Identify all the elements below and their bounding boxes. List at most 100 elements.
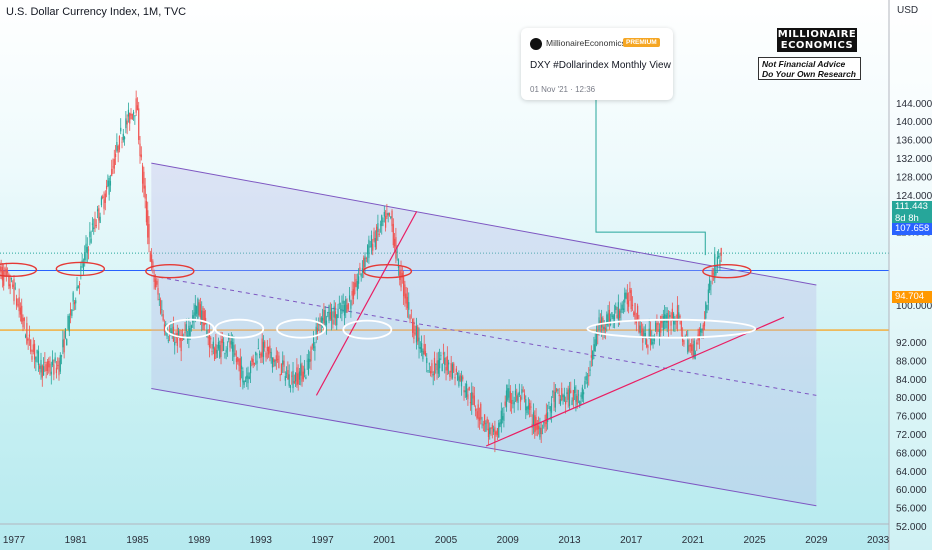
candle-body (491, 424, 493, 429)
candle-body (381, 215, 383, 227)
candle-body (30, 339, 32, 352)
candle-body (150, 254, 153, 263)
candle-body (530, 406, 532, 408)
candle-body (116, 142, 118, 151)
idea-connector-line (595, 100, 706, 256)
candle-body (303, 368, 306, 374)
candle-body (107, 180, 109, 187)
candle-body (63, 338, 65, 353)
candle-body (490, 427, 492, 429)
y-tick-label: 128.000 (896, 172, 932, 183)
candle-body (544, 421, 546, 427)
candle-body (498, 422, 500, 438)
candle-body (39, 365, 41, 369)
candle-body (123, 136, 126, 140)
candle-body (86, 246, 88, 253)
candle-body (687, 340, 689, 353)
candle-body (291, 375, 293, 377)
candle-body (707, 289, 709, 304)
candle-body (46, 361, 49, 372)
candle-body (403, 276, 405, 297)
candle-body (525, 399, 527, 411)
x-tick-label: 1997 (311, 535, 334, 546)
candle-body (644, 333, 646, 337)
candle-body (243, 381, 245, 385)
candle-body (404, 284, 406, 299)
candle-body (76, 286, 78, 291)
candle-body (637, 305, 639, 320)
candles-layer (0, 90, 722, 453)
candle-body (221, 339, 223, 343)
candle-body (584, 380, 586, 389)
candle-body (183, 338, 185, 340)
candle-body (382, 220, 384, 222)
candle-body (238, 358, 240, 366)
candle-body (153, 275, 155, 282)
candle-body (0, 266, 2, 273)
candle-body (98, 208, 100, 221)
candle-body (64, 328, 67, 338)
candle-body (666, 313, 668, 323)
candle-body (143, 171, 145, 189)
candle-body (337, 308, 339, 318)
resistance-touch-circle (702, 264, 752, 279)
candle-body (211, 351, 213, 352)
candle-body (554, 391, 556, 408)
candle-body (563, 395, 565, 402)
candle-body (522, 390, 524, 392)
y-tick-label: 136.000 (896, 136, 932, 147)
author-avatar[interactable] (530, 38, 542, 50)
candle-body (309, 359, 311, 362)
candle-body (167, 340, 169, 342)
candle-body (350, 300, 352, 309)
x-tick-label: 2009 (497, 535, 520, 546)
candle-body (604, 327, 607, 331)
author-name[interactable]: MillionaireEconomics (546, 38, 626, 48)
candle-body (574, 386, 576, 394)
candle-body (648, 328, 650, 339)
candle-body (138, 108, 140, 141)
candle-body (9, 284, 11, 289)
candle-body (278, 355, 280, 369)
candle-body (415, 325, 418, 343)
candle-body (129, 113, 131, 124)
candle-body (19, 307, 22, 315)
candle-body (329, 311, 331, 320)
candle-body (358, 276, 360, 284)
candle-body (249, 362, 252, 374)
x-tick-label: 1985 (126, 535, 149, 546)
candle-body (715, 271, 717, 274)
candle-body (285, 372, 288, 374)
candle-body (619, 310, 621, 319)
support-price-tag: 94.704 (892, 291, 932, 303)
candle-body (80, 266, 82, 271)
candle-body (235, 358, 238, 363)
support-zone-ellipse (586, 318, 757, 339)
candle-body (611, 312, 613, 318)
candle-body (683, 340, 685, 345)
candle-body (193, 312, 195, 320)
idea-card[interactable]: MillionaireEconomics PREMIUM DXY #Dollar… (521, 28, 673, 100)
candle-body (292, 370, 294, 389)
candle-body (15, 298, 18, 306)
candle-body (90, 238, 92, 243)
candle-body (188, 325, 190, 340)
candle-body (508, 388, 510, 398)
candle-body (437, 360, 439, 374)
candle-body (372, 243, 374, 251)
y-tick-label: 76.000 (896, 412, 927, 423)
candle-body (267, 346, 270, 355)
candle-body (54, 357, 56, 362)
candle-body (270, 351, 272, 359)
candle-body (320, 317, 322, 326)
candle-body (345, 299, 347, 313)
idea-headline[interactable]: DXY #Dollarindex Monthly View (530, 60, 671, 71)
candle-body (253, 362, 256, 365)
candle-body (95, 225, 97, 226)
candle-body (28, 334, 31, 337)
candle-body (45, 364, 47, 371)
candle-body (511, 400, 513, 404)
candle-body (66, 339, 68, 346)
candle-body (459, 375, 461, 381)
